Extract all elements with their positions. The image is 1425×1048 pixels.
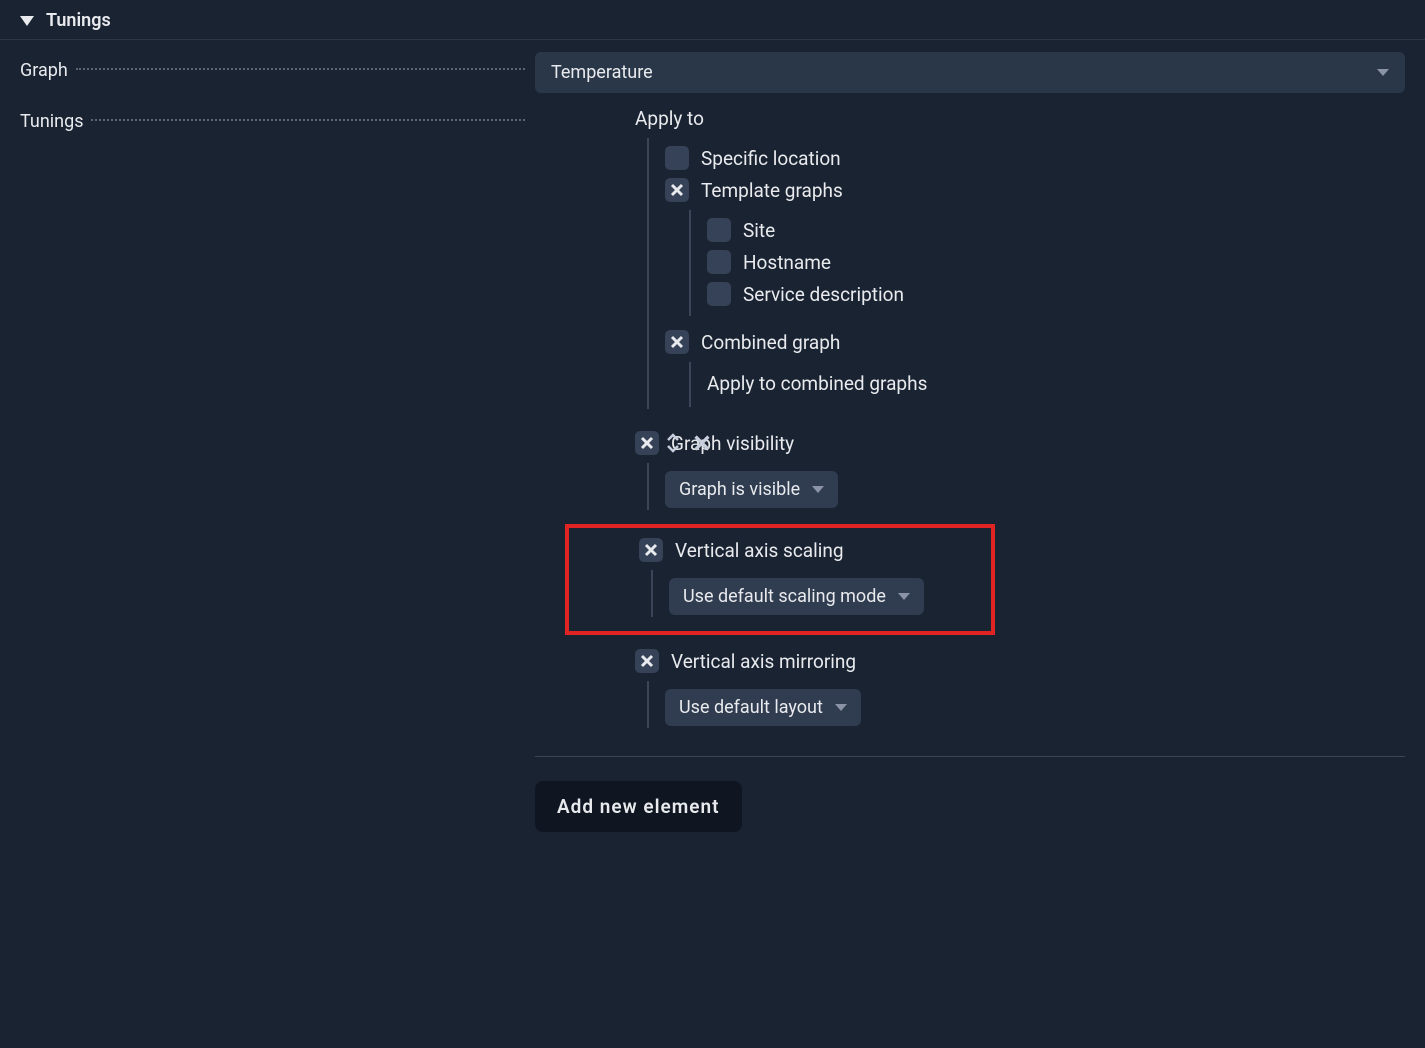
hostname-row: Hostname [707, 250, 1405, 274]
graph-visibility-select[interactable]: Graph is visible [665, 471, 838, 508]
label-col: Graph [20, 52, 525, 81]
specific-location-checkbox[interactable] [665, 146, 689, 170]
label-col: Tunings [20, 103, 525, 132]
graph-label: Graph [20, 60, 76, 81]
tunings-value-col: Apply to Specific location Template grap… [525, 103, 1405, 832]
graph-visibility-value: Graph is visible [679, 479, 800, 500]
template-graphs-label: Template graphs [701, 179, 843, 202]
graph-select-value: Temperature [551, 62, 653, 83]
site-row: Site [707, 218, 1405, 242]
remove-item-icon[interactable] [693, 433, 711, 453]
template-graphs-checkbox[interactable] [665, 178, 689, 202]
site-label: Site [743, 219, 775, 242]
service-description-row: Service description [707, 282, 1405, 306]
hostname-label: Hostname [743, 251, 831, 274]
chevron-down-icon [1377, 69, 1389, 76]
section-title: Tunings [46, 10, 111, 31]
add-new-element-button[interactable]: Add new element [535, 781, 742, 832]
vertical-axis-mirroring-select[interactable]: Use default layout [665, 689, 861, 726]
vertical-axis-scaling-value: Use default scaling mode [683, 586, 886, 607]
chevron-down-icon [898, 593, 910, 600]
apply-to-children: Specific location Template graphs Site [647, 138, 1405, 409]
hostname-checkbox[interactable] [707, 250, 731, 274]
vertical-axis-mirroring-label: Vertical axis mirroring [671, 650, 856, 673]
divider [535, 756, 1405, 757]
sort-handle-icon[interactable] [665, 433, 681, 453]
specific-location-row: Specific location [665, 146, 1405, 170]
apply-to-title: Apply to [635, 107, 1405, 130]
specific-location-label: Specific location [701, 147, 841, 170]
row-tunings: Tunings Apply to Specific location [20, 103, 1405, 832]
chevron-down-icon [812, 486, 824, 493]
vertical-axis-mirroring-checkbox[interactable] [635, 649, 659, 673]
vertical-axis-scaling-highlight: Vertical axis scaling Use default scalin… [565, 524, 995, 635]
template-graphs-row: Template graphs [665, 178, 1405, 202]
graph-visibility-row: Graph visibility [635, 431, 1405, 455]
graph-select[interactable]: Temperature [535, 52, 1405, 93]
chevron-down-icon [835, 704, 847, 711]
dotted-fill [91, 119, 525, 121]
tunings-block: Apply to Specific location Template grap… [535, 103, 1405, 728]
item-outer-controls [665, 433, 711, 453]
vertical-axis-scaling-label: Vertical axis scaling [675, 539, 844, 562]
form-body: Graph Temperature Tunings Apply to [0, 40, 1425, 862]
graph-visibility-checkbox[interactable] [635, 431, 659, 455]
vertical-axis-scaling-children: Use default scaling mode [651, 570, 977, 617]
combined-graph-checkbox[interactable] [665, 330, 689, 354]
vertical-axis-scaling-row: Vertical axis scaling [639, 538, 977, 562]
add-new-element-label: Add new element [557, 795, 720, 818]
tunings-label: Tunings [20, 111, 91, 132]
dotted-fill [76, 68, 525, 70]
combined-graph-row: Combined graph [665, 330, 1405, 354]
vertical-axis-mirroring-children: Use default layout [647, 681, 1405, 728]
combined-graph-note: Apply to combined graphs [707, 372, 1405, 395]
service-description-checkbox[interactable] [707, 282, 731, 306]
collapse-triangle-icon [20, 16, 34, 26]
graph-visibility-children: Graph is visible [647, 463, 1405, 510]
combined-graph-children: Apply to combined graphs [689, 362, 1405, 407]
combined-graph-label: Combined graph [701, 331, 840, 354]
service-description-label: Service description [743, 283, 904, 306]
template-graphs-children: Site Hostname Service description [689, 210, 1405, 316]
vertical-axis-scaling-select[interactable]: Use default scaling mode [669, 578, 924, 615]
section-header[interactable]: Tunings [0, 0, 1425, 40]
vertical-axis-mirroring-row: Vertical axis mirroring [635, 649, 1405, 673]
vertical-axis-mirroring-value: Use default layout [679, 697, 823, 718]
row-graph: Graph Temperature [20, 52, 1405, 93]
value-col: Temperature [525, 52, 1405, 93]
site-checkbox[interactable] [707, 218, 731, 242]
vertical-axis-scaling-checkbox[interactable] [639, 538, 663, 562]
